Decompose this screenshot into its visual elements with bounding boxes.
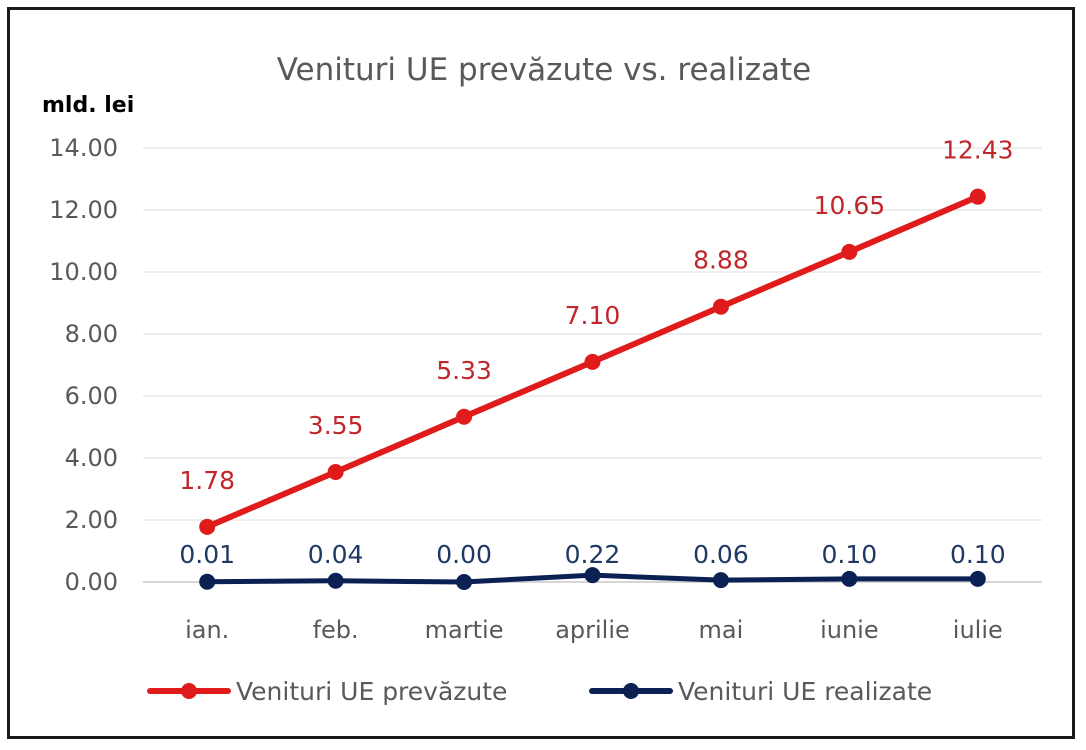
x-tick-label: iunie [820, 616, 879, 644]
y-tick-label: 14.00 [49, 134, 118, 162]
chart-title: Venituri UE prevăzute vs. realizate [277, 52, 812, 88]
data-label: 0.04 [308, 540, 364, 569]
chart-frame: Venituri UE prevăzute vs. realizate mld.… [7, 7, 1075, 739]
legend: Venituri UE prevăzute Venituri UE realiza… [147, 677, 932, 706]
data-label: 10.65 [814, 191, 886, 220]
data-point [456, 574, 473, 590]
x-tick-label: ian. [185, 616, 229, 644]
x-tick-label: feb. [313, 616, 359, 644]
data-label: 0.00 [436, 540, 492, 569]
data-label: 3.55 [308, 411, 364, 440]
data-point [712, 572, 729, 589]
data-label: 7.10 [565, 301, 621, 330]
legend-label: Venituri UE prevăzute [236, 677, 507, 706]
data-label: 0.01 [179, 540, 235, 569]
data-label: 0.06 [693, 540, 749, 569]
gridlines [143, 147, 1042, 583]
line-chart: Venituri UE prevăzute vs. realizate mld.… [42, 52, 1042, 706]
y-tick-label: 4.00 [65, 444, 118, 472]
data-point [841, 243, 858, 260]
data-label: 0.10 [950, 540, 1006, 569]
data-point [969, 188, 986, 205]
data-label: 1.78 [179, 466, 235, 495]
y-tick-label: 8.00 [65, 320, 118, 348]
x-tick-labels: ian. feb. martie aprilie mai iunie iulie [185, 616, 1003, 644]
legend-label: Venituri UE realizate [678, 677, 932, 706]
legend-swatch-marker [181, 683, 197, 699]
y-tick-labels: 0.00 2.00 4.00 6.00 8.00 10.00 12.00 14.00 [49, 134, 118, 596]
data-point [199, 573, 216, 590]
data-point [327, 572, 344, 589]
x-tick-label: iulie [953, 616, 1003, 644]
y-tick-label: 0.00 [65, 568, 118, 596]
y-tick-label: 12.00 [49, 196, 118, 224]
data-point [584, 567, 601, 584]
data-point [327, 463, 344, 480]
x-tick-label: martie [425, 616, 504, 644]
legend-swatch-marker [623, 683, 639, 699]
data-point [969, 570, 986, 587]
data-label: 0.10 [822, 540, 878, 569]
y-tick-label: 6.00 [65, 382, 118, 410]
data-labels: 1.78 3.55 5.33 7.10 8.88 10.65 12.43 0.01 0.04 0.… [179, 136, 1013, 569]
data-point [584, 353, 601, 370]
y-axis-label: mld. lei [42, 93, 134, 118]
data-point [456, 408, 473, 425]
data-point [199, 518, 216, 535]
data-point [841, 570, 858, 587]
data-label: 5.33 [436, 356, 492, 385]
y-tick-label: 2.00 [65, 506, 118, 534]
data-label: 12.43 [942, 136, 1014, 165]
x-tick-label: mai [699, 616, 744, 644]
series-lines [199, 188, 986, 590]
data-point [712, 298, 729, 315]
y-tick-label: 10.00 [49, 258, 118, 286]
x-tick-label: aprilie [555, 616, 630, 644]
data-label: 0.22 [565, 540, 621, 569]
data-label: 8.88 [693, 246, 749, 275]
